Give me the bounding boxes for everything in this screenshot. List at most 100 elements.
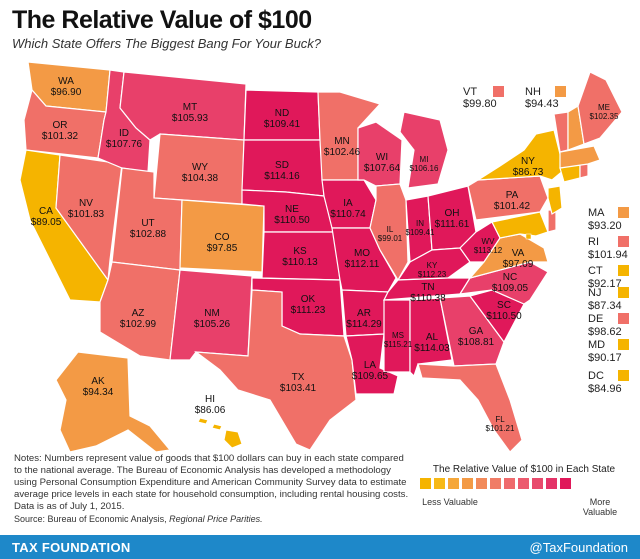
state-value-MT: $105.93 bbox=[172, 113, 209, 124]
legend-swatch bbox=[504, 478, 515, 489]
footer-handle[interactable]: @TaxFoundation bbox=[529, 540, 628, 555]
state-value-NY: $86.73 bbox=[513, 167, 544, 178]
state-code-AK: AK bbox=[91, 376, 105, 387]
state-value-FL: $101.21 bbox=[486, 424, 515, 433]
state-value-SD: $114.16 bbox=[264, 171, 300, 182]
map-labels: WA$96.90OR$101.32CA$89.05NV$101.83ID$107… bbox=[31, 76, 619, 433]
label-code: VT bbox=[463, 86, 478, 98]
state-value-KY: $112.23 bbox=[418, 270, 447, 279]
legend-swatch bbox=[618, 287, 629, 298]
state-code-ND: ND bbox=[275, 108, 289, 119]
legend-swatch bbox=[462, 478, 473, 489]
state-value-MI: $106.16 bbox=[410, 164, 439, 173]
state-code-WI: WI bbox=[376, 152, 388, 163]
state-value-TX: $103.41 bbox=[280, 383, 317, 394]
state-LA[interactable] bbox=[345, 333, 399, 395]
state-value-VA: $97.09 bbox=[503, 259, 534, 270]
state-code-SD: SD bbox=[275, 160, 289, 171]
legend-swatch bbox=[476, 478, 487, 489]
state-code-ME: ME bbox=[598, 103, 610, 112]
label-value: $84.96 bbox=[588, 383, 622, 395]
state-code-CO: CO bbox=[215, 232, 230, 243]
state-MD[interactable] bbox=[491, 211, 549, 239]
state-MA[interactable] bbox=[559, 145, 601, 169]
state-code-NC: NC bbox=[503, 272, 517, 283]
legend-low-label: Less Valuable bbox=[422, 497, 478, 507]
state-code-LA: LA bbox=[364, 360, 377, 371]
label-code: MA bbox=[588, 207, 605, 219]
state-value-IL: $99.01 bbox=[378, 234, 403, 243]
state-AK[interactable] bbox=[55, 351, 172, 453]
state-TX[interactable] bbox=[193, 289, 357, 451]
state-value-IA: $110.74 bbox=[330, 209, 366, 220]
legend-swatch bbox=[518, 478, 529, 489]
state-code-TN: TN bbox=[421, 282, 434, 293]
state-value-KS: $110.13 bbox=[282, 257, 318, 268]
label-code: NH bbox=[525, 86, 541, 98]
state-GA[interactable] bbox=[439, 295, 505, 367]
legend-swatch bbox=[618, 236, 629, 247]
source-line: Source: Bureau of Economic Analysis, Reg… bbox=[14, 513, 409, 525]
page-title: The Relative Value of $100 bbox=[12, 6, 312, 34]
state-code-AL: AL bbox=[426, 332, 439, 343]
label-code: RI bbox=[588, 236, 599, 248]
label-value: $92.17 bbox=[588, 278, 622, 290]
state-VA[interactable] bbox=[468, 233, 549, 280]
legend-scale bbox=[420, 478, 571, 489]
state-code-MN: MN bbox=[334, 136, 350, 147]
state-code-IN: IN bbox=[416, 219, 424, 228]
legend-swatch bbox=[448, 478, 459, 489]
legend-swatch bbox=[618, 313, 629, 324]
state-NY[interactable] bbox=[477, 129, 565, 181]
state-value-NE: $110.50 bbox=[274, 215, 310, 226]
page-subtitle: Which State Offers The Biggest Bang For … bbox=[12, 36, 322, 51]
us-map: WA$96.90OR$101.32CA$89.05NV$101.83ID$107… bbox=[19, 61, 623, 453]
state-value-WV: $113.12 bbox=[474, 246, 503, 255]
legend-title: The Relative Value of $100 in Each State bbox=[432, 464, 616, 475]
state-code-UT: UT bbox=[141, 218, 154, 229]
state-MI[interactable] bbox=[399, 111, 449, 189]
state-DC[interactable] bbox=[525, 233, 532, 240]
legend-swatch bbox=[490, 478, 501, 489]
state-code-AZ: AZ bbox=[132, 308, 145, 319]
notes-text: Notes: Numbers represent value of goods … bbox=[14, 453, 409, 512]
legend-swatch bbox=[560, 478, 571, 489]
state-code-MT: MT bbox=[183, 102, 197, 113]
state-value-NV: $101.83 bbox=[68, 209, 105, 220]
label-value: $99.80 bbox=[463, 98, 497, 110]
state-value-ID: $107.76 bbox=[106, 139, 143, 150]
label-code: DC bbox=[588, 370, 604, 382]
state-code-FL: FL bbox=[495, 415, 505, 424]
legend-swatch bbox=[434, 478, 445, 489]
state-NJ[interactable] bbox=[547, 185, 563, 215]
state-value-MN: $102.46 bbox=[324, 147, 361, 158]
legend-swatch bbox=[618, 370, 629, 381]
legend-high-label: More Valuable bbox=[582, 497, 618, 517]
state-value-OR: $101.32 bbox=[42, 131, 79, 142]
state-value-NC: $109.05 bbox=[492, 283, 529, 294]
state-value-AR: $114.29 bbox=[346, 319, 382, 330]
state-value-PA: $101.42 bbox=[494, 201, 531, 212]
state-ME[interactable] bbox=[577, 71, 623, 145]
state-RI[interactable] bbox=[579, 163, 589, 179]
state-value-MO: $112.11 bbox=[345, 259, 380, 270]
state-value-NM: $105.26 bbox=[194, 319, 231, 330]
state-value-WY: $104.38 bbox=[182, 173, 219, 184]
source-title: Regional Price Parities. bbox=[169, 514, 263, 524]
state-value-AZ: $102.99 bbox=[120, 319, 157, 330]
label-value: $98.62 bbox=[588, 326, 622, 338]
label-code: NJ bbox=[588, 287, 602, 299]
state-value-CA: $89.05 bbox=[31, 217, 62, 228]
label-code: CT bbox=[588, 265, 603, 277]
source-prefix: Source: Bureau of Economic Analysis, bbox=[14, 514, 170, 524]
notes: Notes: Numbers represent value of goods … bbox=[14, 453, 409, 525]
state-FL[interactable] bbox=[417, 363, 523, 453]
state-code-VA: VA bbox=[512, 248, 525, 259]
state-value-UT: $102.88 bbox=[130, 229, 167, 240]
state-code-TX: TX bbox=[292, 372, 305, 383]
state-value-AL: $114.03 bbox=[414, 343, 450, 354]
state-HI[interactable] bbox=[197, 417, 243, 449]
state-code-SC: SC bbox=[497, 300, 511, 311]
label-value: $90.17 bbox=[588, 352, 622, 364]
state-code-NV: NV bbox=[79, 198, 93, 209]
